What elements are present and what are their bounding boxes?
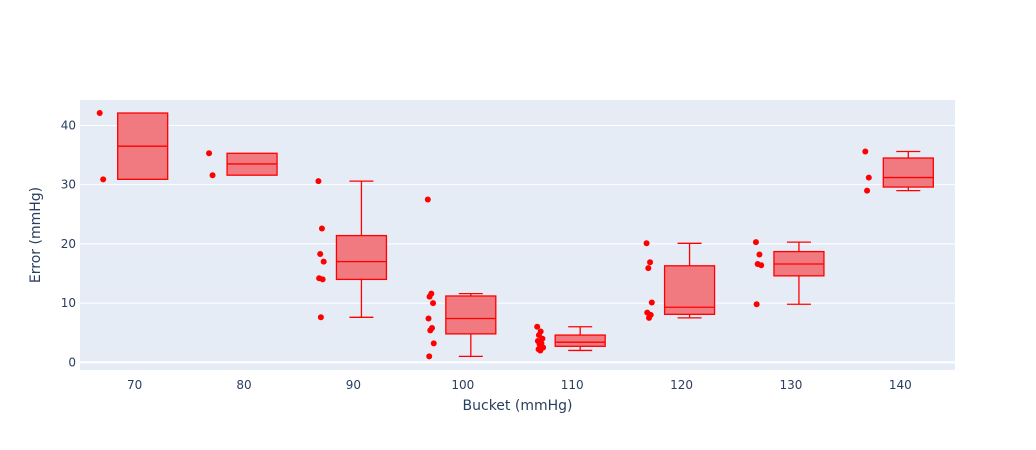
y-axis-ticks: 0 10 20 30 40	[61, 118, 76, 369]
box-series	[96, 110, 934, 360]
data-point	[756, 251, 763, 258]
data-point	[206, 150, 213, 157]
data-point	[317, 314, 324, 321]
box-group	[96, 110, 169, 183]
data-point	[426, 353, 433, 360]
box-iqr	[445, 295, 497, 335]
x-tick-label: 80	[236, 378, 251, 392]
x-tick-label: 100	[451, 378, 474, 392]
data-point	[643, 240, 650, 247]
data-point	[430, 300, 437, 307]
y-tick-label: 30	[61, 178, 76, 192]
data-point	[209, 172, 216, 179]
data-point	[318, 225, 325, 232]
data-point	[96, 110, 103, 117]
gridlines	[80, 124, 955, 364]
data-point	[645, 265, 652, 272]
box-group	[862, 148, 934, 194]
y-tick-label: 40	[61, 118, 76, 132]
y-tick-label: 20	[61, 237, 76, 251]
x-tick-label: 130	[779, 378, 802, 392]
x-tick-label: 120	[670, 378, 693, 392]
box-group	[315, 178, 388, 321]
box-iqr	[554, 334, 606, 347]
data-point	[424, 196, 431, 203]
data-point	[864, 187, 871, 194]
data-point	[537, 347, 544, 354]
x-tick-label: 110	[561, 378, 584, 392]
box-group	[424, 196, 497, 360]
plot-background	[80, 100, 955, 370]
data-point	[648, 299, 655, 306]
data-point	[317, 250, 324, 257]
box-iqr	[663, 265, 716, 315]
data-point	[100, 176, 107, 183]
data-point	[425, 315, 432, 322]
data-point	[534, 323, 541, 330]
x-tick-label: 90	[346, 378, 361, 392]
box-group	[206, 150, 278, 179]
data-point	[539, 335, 546, 342]
data-point	[320, 258, 327, 265]
data-point	[753, 301, 760, 308]
x-axis-title: Bucket (mmHg)	[463, 398, 573, 414]
data-point	[426, 293, 433, 300]
data-point	[427, 327, 434, 334]
box-iqr	[335, 234, 388, 281]
data-point	[315, 178, 322, 185]
data-point	[862, 148, 869, 155]
x-tick-label: 70	[127, 378, 142, 392]
data-point	[430, 340, 437, 347]
y-tick-label: 0	[68, 355, 76, 369]
data-point	[319, 276, 326, 283]
data-point	[752, 239, 759, 246]
box-group	[643, 240, 716, 321]
data-point	[646, 314, 653, 321]
data-point	[647, 259, 654, 266]
box-group	[534, 323, 606, 354]
box-group	[752, 239, 825, 308]
data-point	[758, 262, 765, 269]
y-tick-label: 10	[61, 296, 76, 310]
x-tick-label: 140	[889, 378, 912, 392]
y-axis-title: Error (mmHg)	[28, 187, 44, 283]
box-iqr	[882, 157, 934, 188]
x-axis-ticks: 70 80 90 100 110 120 130 140	[127, 378, 912, 392]
data-point	[865, 174, 872, 181]
